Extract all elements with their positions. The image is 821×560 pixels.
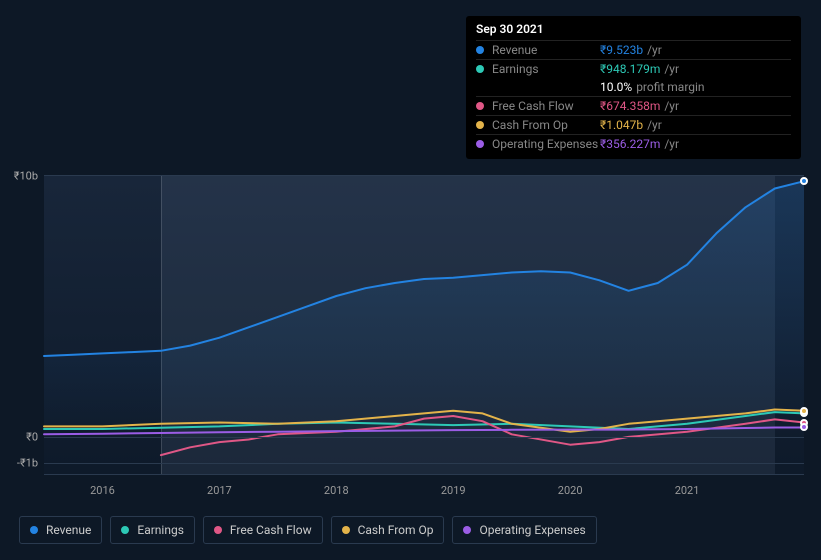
tooltip-suffix: /yr (664, 62, 679, 76)
legend-dot-icon (342, 526, 350, 534)
tooltip-suffix: /yr (664, 99, 679, 113)
legend-dot-icon (30, 526, 38, 534)
tooltip-label: Revenue (492, 43, 600, 57)
tooltip-value: ₹9.523b (600, 43, 643, 57)
tooltip-suffix: /yr (664, 137, 679, 151)
tooltip-value: ₹674.358m (600, 99, 660, 113)
series-end-dot (800, 177, 808, 185)
series-line (44, 181, 804, 356)
chart-tooltip: Sep 30 2021 Revenue₹9.523b/yrEarnings₹94… (466, 16, 801, 159)
tooltip-rows: Revenue₹9.523b/yrEarnings₹948.179m/yr10.… (476, 40, 791, 153)
y-axis-tick: ₹0 (26, 430, 44, 443)
grid-line (44, 437, 804, 438)
tooltip-suffix: profit margin (636, 80, 704, 94)
legend-label: Cash From Op (358, 523, 434, 537)
tooltip-value: ₹356.227m (600, 137, 660, 151)
tooltip-label: Operating Expenses (492, 137, 600, 151)
tooltip-row: 10.0% profit margin (476, 78, 791, 96)
legend-dot-icon (121, 526, 129, 534)
tooltip-row: Revenue₹9.523b/yr (476, 40, 791, 59)
series-end-dot (800, 423, 808, 431)
legend-label: Free Cash Flow (230, 523, 312, 537)
legend-item[interactable]: Cash From Op (331, 516, 445, 544)
grid-line (44, 463, 804, 464)
tooltip-row: Free Cash Flow₹674.358m/yr (476, 96, 791, 115)
tooltip-suffix: /yr (647, 43, 662, 57)
x-axis-tick: 2016 (90, 474, 115, 497)
legend-item[interactable]: Operating Expenses (452, 516, 596, 544)
legend-dot-icon (463, 526, 471, 534)
legend-dot-icon (214, 526, 222, 534)
legend-item[interactable]: Revenue (19, 516, 102, 544)
legend-item[interactable]: Free Cash Flow (203, 516, 323, 544)
tooltip-date: Sep 30 2021 (476, 22, 791, 40)
chart-wrap: ₹10b₹0-₹1b201620172018201920202021 (44, 175, 804, 475)
series-line (44, 412, 804, 429)
x-axis-tick: 2018 (324, 474, 349, 497)
tooltip-row: Earnings₹948.179m/yr (476, 59, 791, 78)
series-dot-icon (476, 46, 484, 54)
tooltip-value: ₹1.047b (600, 118, 643, 132)
tooltip-label: Cash From Op (492, 118, 600, 132)
x-axis-tick: 2017 (207, 474, 232, 497)
series-dot-icon (476, 65, 484, 73)
legend-label: Earnings (137, 523, 184, 537)
tooltip-row: Cash From Op₹1.047b/yr (476, 115, 791, 134)
y-axis-tick: ₹10b (14, 170, 44, 183)
tooltip-row: Operating Expenses₹356.227m/yr (476, 134, 791, 153)
x-axis-tick: 2019 (441, 474, 466, 497)
tooltip-label: Free Cash Flow (492, 99, 600, 113)
series-dot-icon (476, 140, 484, 148)
legend: Revenue Earnings Free Cash Flow Cash From O… (19, 516, 597, 544)
legend-item[interactable]: Earnings (110, 516, 195, 544)
tooltip-label: Earnings (492, 62, 600, 76)
x-axis-tick: 2021 (675, 474, 700, 497)
tooltip-value: ₹948.179m (600, 62, 660, 76)
legend-label: Operating Expenses (479, 523, 585, 537)
chart-plot[interactable]: ₹10b₹0-₹1b201620172018201920202021 (44, 175, 804, 475)
legend-label: Revenue (46, 523, 91, 537)
series-dot-icon (476, 121, 484, 129)
tooltip-value: 10.0% (600, 80, 632, 94)
y-axis-tick: -₹1b (17, 456, 44, 469)
series-end-dot (800, 407, 808, 415)
series-dot-icon (476, 102, 484, 110)
chart-lines-svg (44, 176, 804, 476)
x-axis-tick: 2020 (558, 474, 583, 497)
tooltip-suffix: /yr (647, 118, 662, 132)
